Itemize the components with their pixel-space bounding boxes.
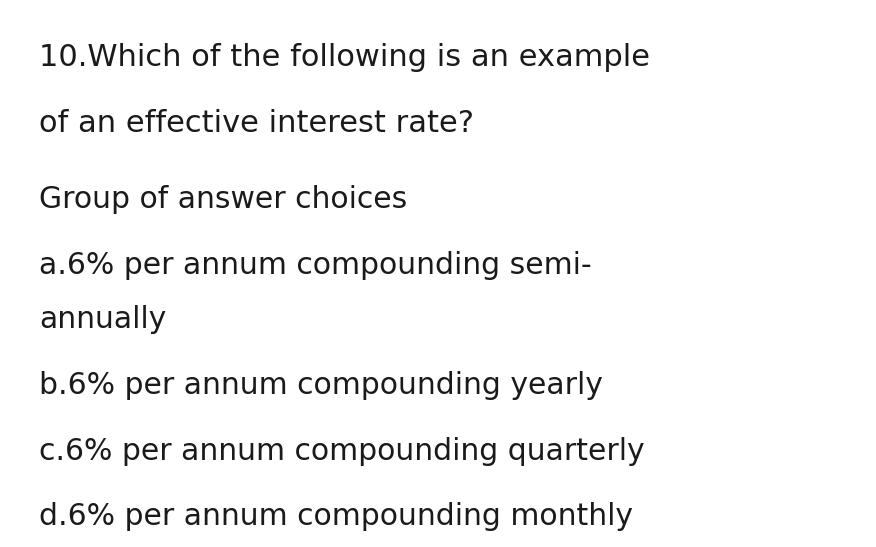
Text: b.6% per annum compounding yearly: b.6% per annum compounding yearly [39,371,604,400]
Text: c.6% per annum compounding quarterly: c.6% per annum compounding quarterly [39,437,645,466]
Text: of an effective interest rate?: of an effective interest rate? [39,108,475,138]
Text: annually: annually [39,305,166,335]
Text: 10.Which of the following is an example: 10.Which of the following is an example [39,43,650,72]
Text: Group of answer choices: Group of answer choices [39,185,407,214]
Text: d.6% per annum compounding monthly: d.6% per annum compounding monthly [39,502,633,532]
Text: a.6% per annum compounding semi-: a.6% per annum compounding semi- [39,251,592,280]
